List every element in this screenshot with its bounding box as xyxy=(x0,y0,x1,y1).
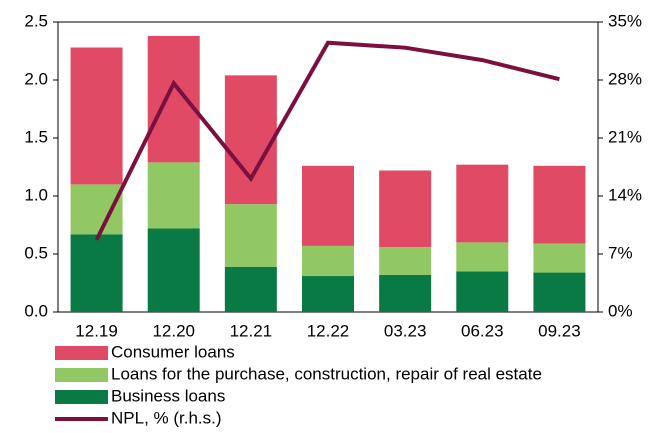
bar-segment xyxy=(147,228,200,312)
bar-segment xyxy=(379,170,432,248)
y-tick-label: 2.0 xyxy=(24,69,48,88)
legend-label: Business loans xyxy=(111,386,225,405)
y2-tick-label: 14% xyxy=(608,185,642,204)
y2-tick-label: 0% xyxy=(608,301,633,320)
bar-segment xyxy=(70,234,123,312)
y-tick-label: 1.0 xyxy=(24,185,48,204)
bar-segment xyxy=(224,75,277,205)
bar-segment xyxy=(147,162,200,229)
legend-label: NPL, % (r.h.s.) xyxy=(111,408,222,427)
bar-segment xyxy=(70,184,123,235)
bar-segment xyxy=(533,243,586,273)
x-tick-label: 12.20 xyxy=(152,321,195,340)
y-tick-label: 2.5 xyxy=(24,11,48,30)
bar-segment xyxy=(533,165,586,244)
x-tick-label: 12.19 xyxy=(75,321,118,340)
legend-swatch xyxy=(55,346,108,360)
x-tick-label: 03.23 xyxy=(384,321,427,340)
bar-segment xyxy=(302,165,354,246)
legend-label: Loans for the purchase, construction, re… xyxy=(111,364,542,383)
bar-segment xyxy=(533,272,586,312)
y-tick-label: 0.5 xyxy=(24,243,48,262)
bar-segment xyxy=(379,274,432,312)
y2-tick-label: 7% xyxy=(608,243,633,262)
bar-segment xyxy=(224,266,277,312)
bar-segment xyxy=(456,164,509,243)
x-tick-label: 12.21 xyxy=(230,321,273,340)
bar-segment xyxy=(224,204,277,267)
bar-segment xyxy=(302,245,354,277)
y-tick-label: 0.0 xyxy=(24,301,48,320)
legend-swatch xyxy=(55,368,108,382)
bar-segment xyxy=(456,271,509,312)
x-tick-label: 09.23 xyxy=(538,321,581,340)
npl-line xyxy=(94,40,560,241)
legend-label: Consumer loans xyxy=(111,342,235,361)
y-tick-label: 1.5 xyxy=(24,127,48,146)
x-tick-label: 06.23 xyxy=(461,321,504,340)
y2-tick-label: 21% xyxy=(608,127,642,146)
y2-tick-label: 28% xyxy=(608,69,642,88)
bar-segment xyxy=(302,276,354,312)
legend-swatch xyxy=(55,390,108,404)
bar-segment xyxy=(147,35,200,163)
x-tick-label: 12.22 xyxy=(307,321,350,340)
bar-segment xyxy=(379,247,432,275)
bar-segment xyxy=(456,242,509,272)
bar-segment xyxy=(70,47,123,185)
y2-tick-label: 35% xyxy=(608,11,642,30)
